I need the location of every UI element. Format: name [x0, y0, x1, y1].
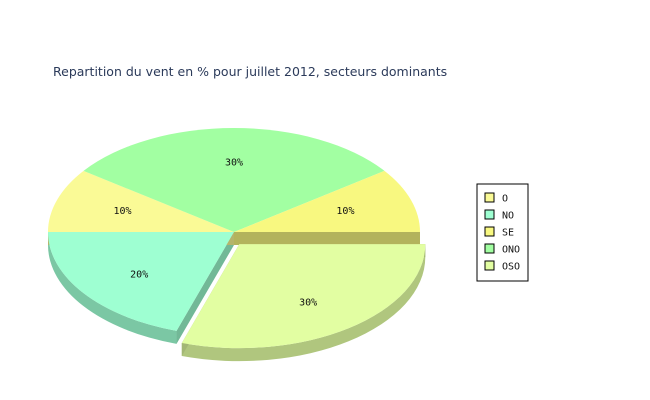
pie-slice-ono — [83, 127, 385, 232]
pie-edge-no — [176, 232, 234, 344]
pie-slice-se — [234, 170, 420, 232]
slice-label-se: 10% — [336, 206, 354, 217]
pie-tops — [48, 127, 426, 349]
pie-slice-oso — [181, 244, 426, 349]
pie-side-no — [48, 232, 177, 344]
pie-labels: 30% 20% 10% 30% 10% — [114, 157, 355, 308]
slice-label-ono: 30% — [225, 157, 243, 168]
pie-slice-no — [48, 232, 234, 331]
legend-swatch-ono — [484, 243, 495, 254]
slice-label-o: 10% — [114, 206, 132, 217]
legend-label-ono: ONO — [502, 245, 520, 256]
legend-swatch-no — [484, 209, 495, 220]
chart-title: Repartition du vent en % pour juillet 20… — [53, 64, 448, 79]
slice-label-oso: 30% — [299, 297, 317, 308]
legend-swatch-oso — [484, 260, 495, 271]
pie-edge-se — [234, 232, 420, 245]
legend-label-o: O — [502, 194, 508, 205]
legend-label-se: SE — [502, 228, 514, 239]
legend-label-no: NO — [502, 211, 514, 222]
pie-side-oso — [181, 244, 426, 362]
legend-swatch-o — [484, 192, 495, 203]
legend-swatch-se — [484, 226, 495, 237]
slice-label-no: 20% — [130, 270, 148, 281]
pie-slice-o — [48, 170, 234, 232]
legend-label-oso: OSO — [502, 262, 520, 273]
